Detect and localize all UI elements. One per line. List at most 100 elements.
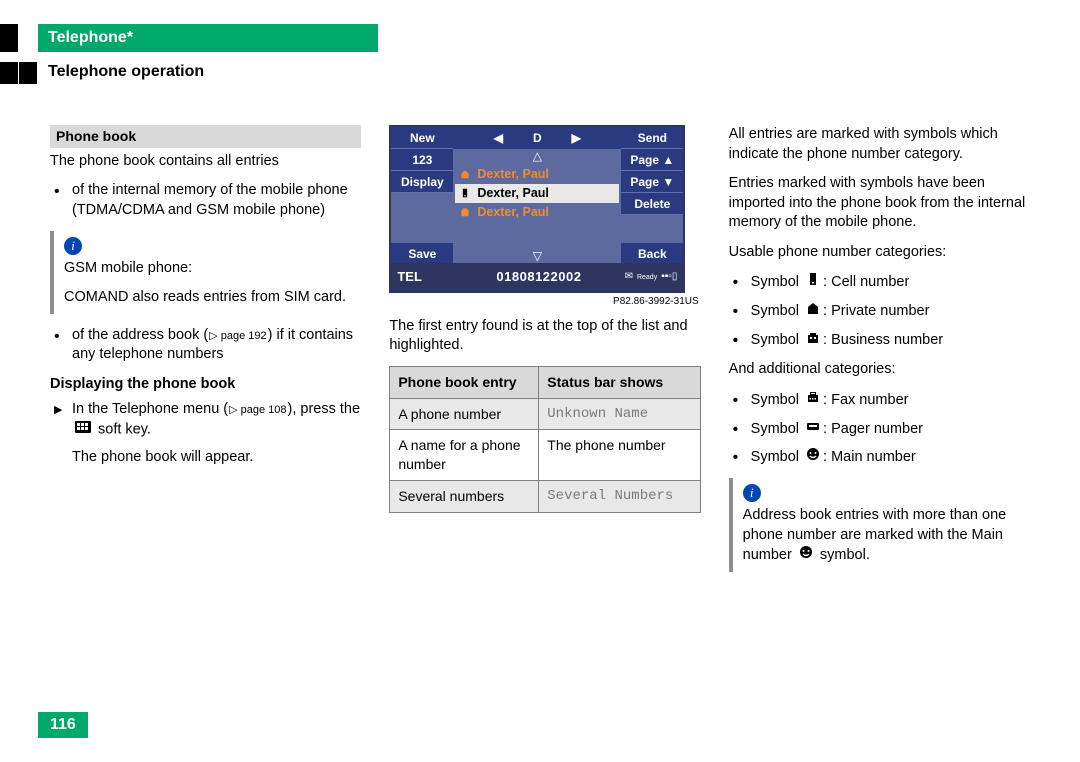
bullet-list-1: of the internal memory of the mobile pho…	[50, 181, 361, 220]
softkey-back[interactable]: Back	[621, 243, 683, 265]
symbol-list-2: Symbol : Fax number Symbol : Pager numbe…	[729, 390, 1040, 468]
paragraph: All entries are marked with symbols whic…	[729, 125, 1040, 164]
column-2: New 123 Display Save Send Page ▲ Page ▼ …	[389, 125, 700, 584]
list-item: of the internal memory of the mobile pho…	[50, 181, 361, 220]
text: : Main number	[823, 449, 916, 465]
softkey-send[interactable]: Send	[621, 127, 683, 149]
text: Symbol	[751, 392, 803, 408]
softkey-delete[interactable]: Delete	[621, 193, 683, 215]
entry-label: Dexter, Paul	[477, 204, 549, 221]
intro-text: The phone book contains all entries	[50, 152, 361, 172]
softkey-123[interactable]: 123	[391, 149, 453, 171]
entry-label: Dexter, Paul	[477, 185, 549, 202]
list-item: Symbol : Business number	[729, 330, 1040, 351]
note-text: Address book entries with more than one …	[743, 506, 1034, 566]
table-header-row: Phone book entry Status bar shows	[390, 366, 700, 398]
nav-right-arrow[interactable]: ▶	[572, 130, 581, 146]
table-header: Status bar shows	[539, 366, 700, 398]
softkey-new[interactable]: New	[391, 127, 453, 149]
paragraph: And additional categories:	[729, 360, 1040, 380]
table-cell: A phone number	[390, 398, 539, 430]
work-icon	[459, 207, 471, 217]
text: : Business number	[823, 332, 943, 348]
phonebook-entry[interactable]: Dexter, Paul	[459, 203, 615, 222]
step-result: The phone book will appear.	[72, 448, 361, 468]
phonebook-entry[interactable]: Dexter, Paul	[459, 165, 615, 184]
main-icon	[806, 447, 820, 468]
list-item: Symbol : Cell number	[729, 272, 1040, 293]
text: Symbol	[751, 303, 803, 319]
envelope-icon: ✉	[625, 270, 633, 284]
info-note-2: i Address book entries with more than on…	[729, 478, 1040, 572]
softkey-page-up[interactable]: Page ▲	[621, 149, 683, 171]
column-3: All entries are marked with symbols whic…	[729, 125, 1040, 584]
comand-entry-list: Dexter, Paul Dexter, Paul Dexter, Paul	[453, 163, 621, 224]
text: : Fax number	[823, 392, 908, 408]
nav-left-arrow[interactable]: ◀	[494, 130, 503, 146]
chapter-tab: Telephone*	[38, 24, 378, 52]
table-row: Several numbers Several Numbers	[390, 481, 700, 513]
nav-letter: D	[533, 130, 542, 146]
list-item: Symbol : Fax number	[729, 390, 1040, 411]
table-row: A name for a phone number The phone numb…	[390, 430, 700, 481]
status-icons: ✉ Ready ▪▪▫▯	[625, 270, 678, 284]
table-cell: Unknown Name	[539, 398, 700, 430]
comand-right-softkeys: Send Page ▲ Page ▼ Delete Back	[621, 127, 683, 215]
list-item: Symbol : Main number	[729, 447, 1040, 468]
list-item: of the address book (▷ page 192) if it c…	[50, 326, 361, 365]
page-ref: ▷ page 192	[208, 329, 267, 344]
note-line: GSM mobile phone:	[64, 259, 355, 279]
signal-icon: ▪▪▫▯	[661, 270, 677, 284]
table-cell: Several numbers	[390, 481, 539, 513]
text: ), press the	[288, 401, 361, 417]
table-row: A phone number Unknown Name	[390, 398, 700, 430]
subheading: Displaying the phone book	[50, 375, 361, 395]
text: symbol.	[816, 547, 870, 563]
step-item: In the Telephone menu (▷ page 108), pres…	[50, 400, 361, 467]
list-item: Symbol : Pager number	[729, 419, 1040, 440]
scroll-up-icon[interactable]: △	[453, 149, 621, 163]
text: Address book entries with more than one …	[743, 507, 1007, 563]
entry-label: Dexter, Paul	[477, 166, 549, 183]
phonebook-entry-selected[interactable]: Dexter, Paul	[455, 184, 619, 203]
status-number: 01808122002	[453, 268, 624, 286]
bullet-list-2: of the address book (▷ page 192) if it c…	[50, 326, 361, 365]
comand-letter-nav: ◀ D ▶	[453, 127, 621, 149]
table-cell: The phone number	[539, 430, 700, 481]
text: : Pager number	[823, 421, 923, 437]
table-header: Phone book entry	[390, 366, 539, 398]
main-icon	[799, 545, 813, 566]
softkey-save[interactable]: Save	[391, 243, 453, 265]
table-cell: Several Numbers	[539, 481, 700, 513]
softkey-page-down[interactable]: Page ▼	[621, 171, 683, 193]
home-icon	[459, 169, 471, 179]
phone-book-heading: Phone book	[50, 125, 361, 148]
step-list: In the Telephone menu (▷ page 108), pres…	[50, 400, 361, 467]
page: Telephone* Telephone operation Phone boo…	[0, 0, 1080, 762]
text: soft key.	[98, 422, 151, 438]
comand-screen: New 123 Display Save Send Page ▲ Page ▼ …	[389, 125, 685, 293]
content-columns: Phone book The phone book contains all e…	[50, 125, 1040, 584]
section-title: Telephone operation	[48, 63, 204, 81]
list-item: Symbol : Private number	[729, 301, 1040, 322]
info-icon: i	[743, 484, 761, 502]
scroll-down-icon[interactable]: ▽	[453, 249, 621, 263]
home-icon	[806, 301, 820, 322]
text: of the address book (	[72, 327, 208, 343]
text: : Cell number	[823, 274, 909, 290]
text: Symbol	[751, 332, 803, 348]
symbol-list-1: Symbol : Cell number Symbol : Private nu…	[729, 272, 1040, 350]
phonebook-table: Phone book entry Status bar shows A phon…	[389, 366, 700, 513]
edge-tabs	[0, 24, 38, 84]
paragraph: Usable phone number categories:	[729, 243, 1040, 263]
text: Symbol	[751, 274, 803, 290]
edge-tab	[19, 62, 37, 84]
comand-center: ◀ D ▶ △ Dexter, Paul Dexter, Paul	[453, 127, 621, 265]
status-tel-label: TEL	[397, 268, 453, 286]
fax-icon	[806, 390, 820, 411]
softkey-display[interactable]: Display	[391, 171, 453, 193]
edge-tab	[0, 62, 18, 84]
figure-caption: The first entry found is at the top of t…	[389, 317, 700, 356]
pager-icon	[806, 419, 820, 440]
info-icon: i	[64, 237, 82, 255]
